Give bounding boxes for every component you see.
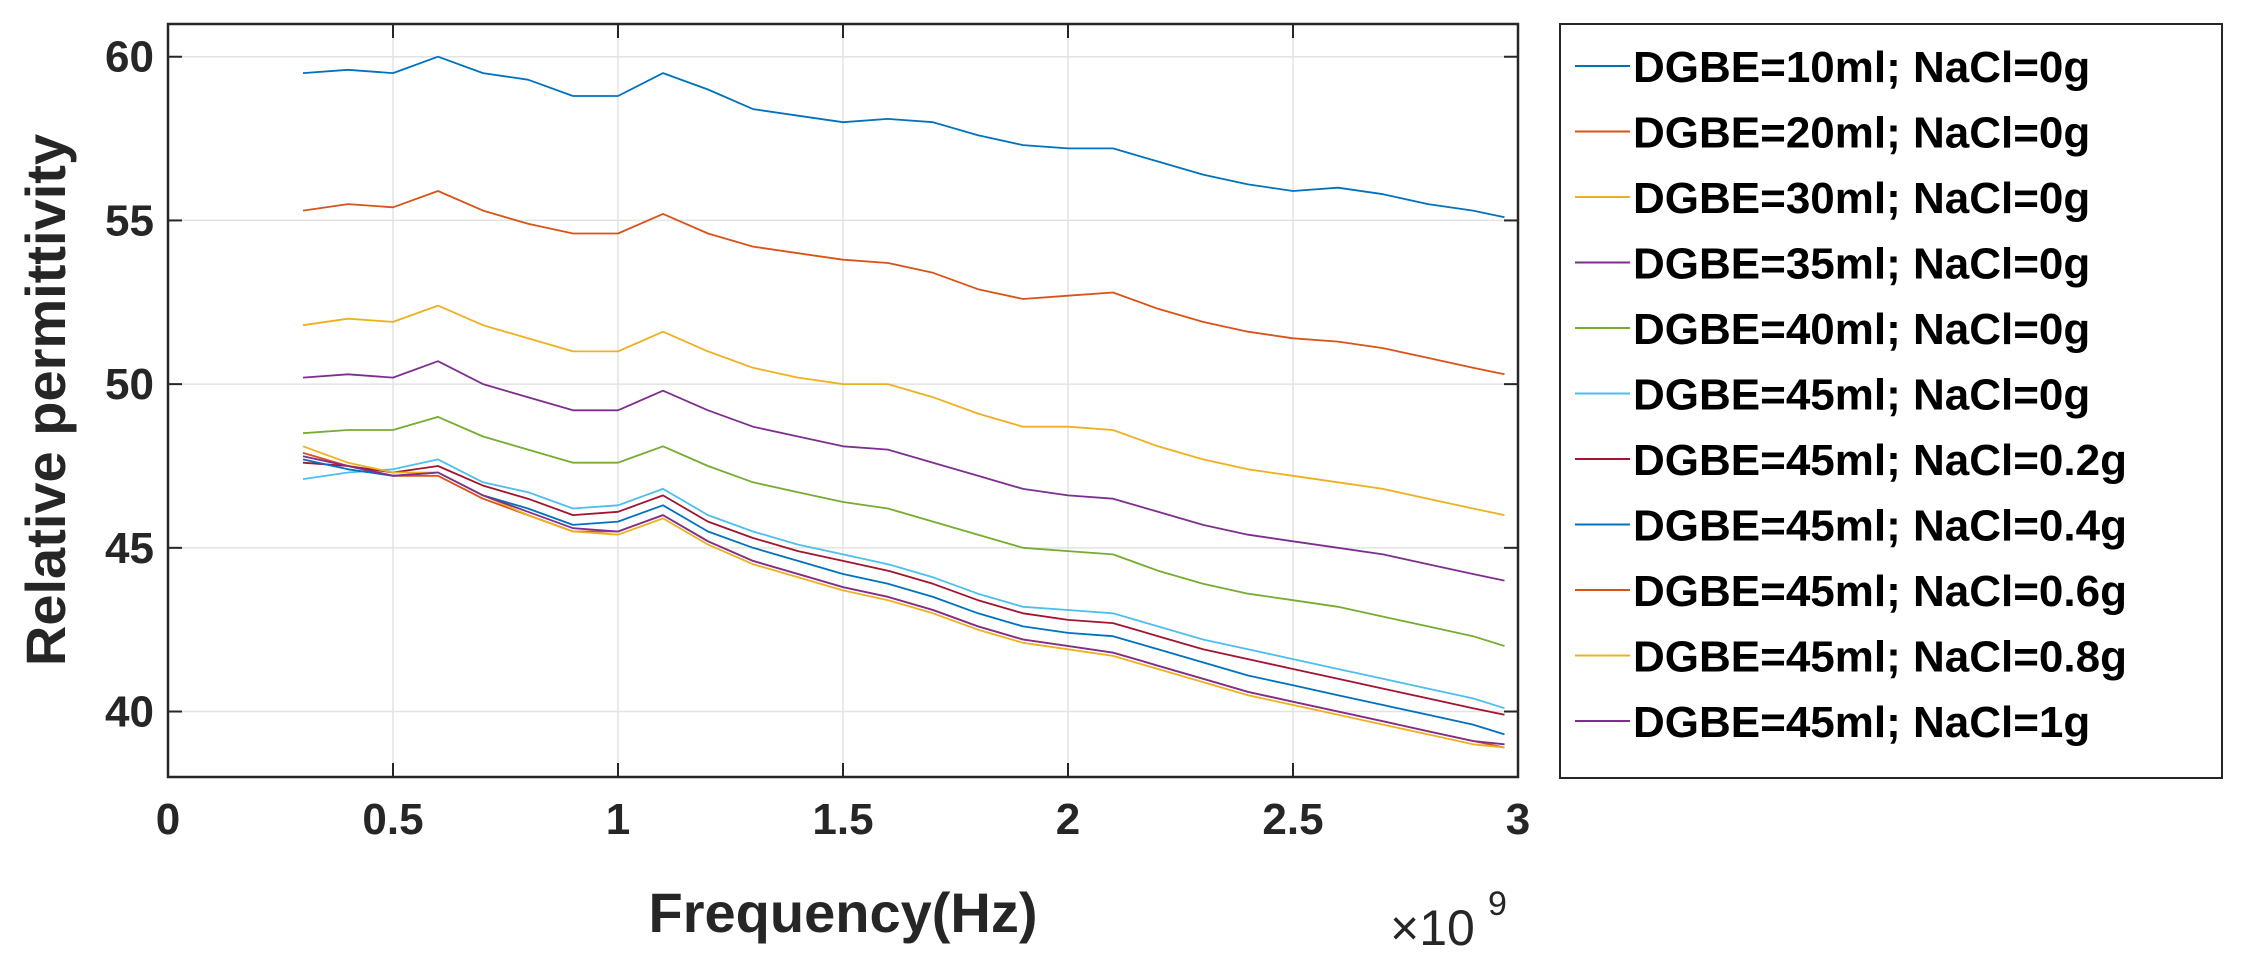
legend-entry: DGBE=40ml; NaCl=0g: [1575, 305, 2090, 354]
legend-entry: DGBE=45ml; NaCl=0.6g: [1575, 567, 2127, 616]
series-line-5: [302, 415, 1505, 647]
legend-label: DGBE=45ml; NaCl=0.6g: [1633, 567, 2127, 616]
legend-box: [1559, 23, 2223, 779]
legend-label: DGBE=20ml; NaCl=0g: [1633, 109, 2090, 158]
legend-entry: DGBE=30ml; NaCl=0g: [1575, 174, 2090, 223]
legend-entry: DGBE=45ml; NaCl=1g: [1575, 698, 2090, 747]
series-line-10: [302, 445, 1505, 749]
legend-entry: DGBE=45ml; NaCl=0.4g: [1575, 502, 2127, 551]
x-tick-label: 1.5: [812, 795, 873, 844]
y-tick-label: 55: [105, 196, 154, 245]
legend-label: DGBE=45ml; NaCl=1g: [1633, 698, 2090, 747]
legend-entry: DGBE=10ml; NaCl=0g: [1575, 43, 2090, 92]
legend-label: DGBE=45ml; NaCl=0.8g: [1633, 633, 2127, 682]
legend-label: DGBE=40ml; NaCl=0g: [1633, 305, 2090, 354]
x-multiplier-base: ×10: [1390, 900, 1475, 956]
legend-label: DGBE=35ml; NaCl=0g: [1633, 240, 2090, 289]
y-tick-label: 45: [105, 524, 154, 573]
legend-label: DGBE=10ml; NaCl=0g: [1633, 43, 2090, 92]
x-multiplier-exponent: 9: [1488, 885, 1507, 923]
x-tick-label: 2: [1056, 795, 1080, 844]
legend-entries: DGBE=10ml; NaCl=0g DGBE=20ml; NaCl=0g DGBE…: [1575, 43, 2127, 747]
legend-entry: DGBE=20ml; NaCl=0g: [1575, 109, 2090, 158]
series-line-3: [302, 304, 1505, 516]
x-tick-label: 0.5: [362, 795, 423, 844]
x-axis-multiplier: ×10 9: [1390, 885, 1507, 956]
legend-label: DGBE=45ml; NaCl=0.4g: [1633, 502, 2127, 551]
x-tick-label: 3: [1506, 795, 1530, 844]
x-tick-label: 2.5: [1262, 795, 1323, 844]
series-line-11: [302, 455, 1505, 746]
y-tick-label: 50: [105, 360, 154, 409]
legend-label: DGBE=45ml; NaCl=0.2g: [1633, 436, 2127, 485]
legend: DGBE=10ml; NaCl=0g DGBE=20ml; NaCl=0g DGBE…: [1559, 23, 2223, 779]
x-axis-label: Frequency(Hz): [649, 881, 1038, 944]
grid-lines: [167, 24, 1519, 777]
series-line-9: [302, 452, 1505, 749]
legend-label: DGBE=30ml; NaCl=0g: [1633, 174, 2090, 223]
legend-entry: DGBE=45ml; NaCl=0g: [1575, 371, 2090, 420]
series-line-1: [302, 55, 1505, 219]
series-line-8: [302, 458, 1505, 736]
legend-entry: DGBE=45ml; NaCl=0.8g: [1575, 633, 2127, 682]
axis-ticks: 0 0.5 1 1.5 2 2.5 3 40 45 50 55 60: [105, 24, 1530, 844]
series-line-4: [302, 360, 1505, 582]
y-axis-label: Relative permittivity: [14, 134, 77, 666]
x-tick-label: 0: [156, 795, 180, 844]
y-tick-label: 40: [105, 688, 154, 737]
data-series: [302, 55, 1505, 749]
series-line-6: [302, 458, 1505, 710]
y-tick-label: 60: [105, 33, 154, 82]
legend-entry: DGBE=35ml; NaCl=0g: [1575, 240, 2090, 289]
legend-label: DGBE=45ml; NaCl=0g: [1633, 371, 2090, 420]
legend-entry: DGBE=45ml; NaCl=0.2g: [1575, 436, 2127, 485]
series-line-7: [302, 461, 1505, 716]
x-tick-label: 1: [606, 795, 630, 844]
series-line-2: [302, 190, 1505, 376]
